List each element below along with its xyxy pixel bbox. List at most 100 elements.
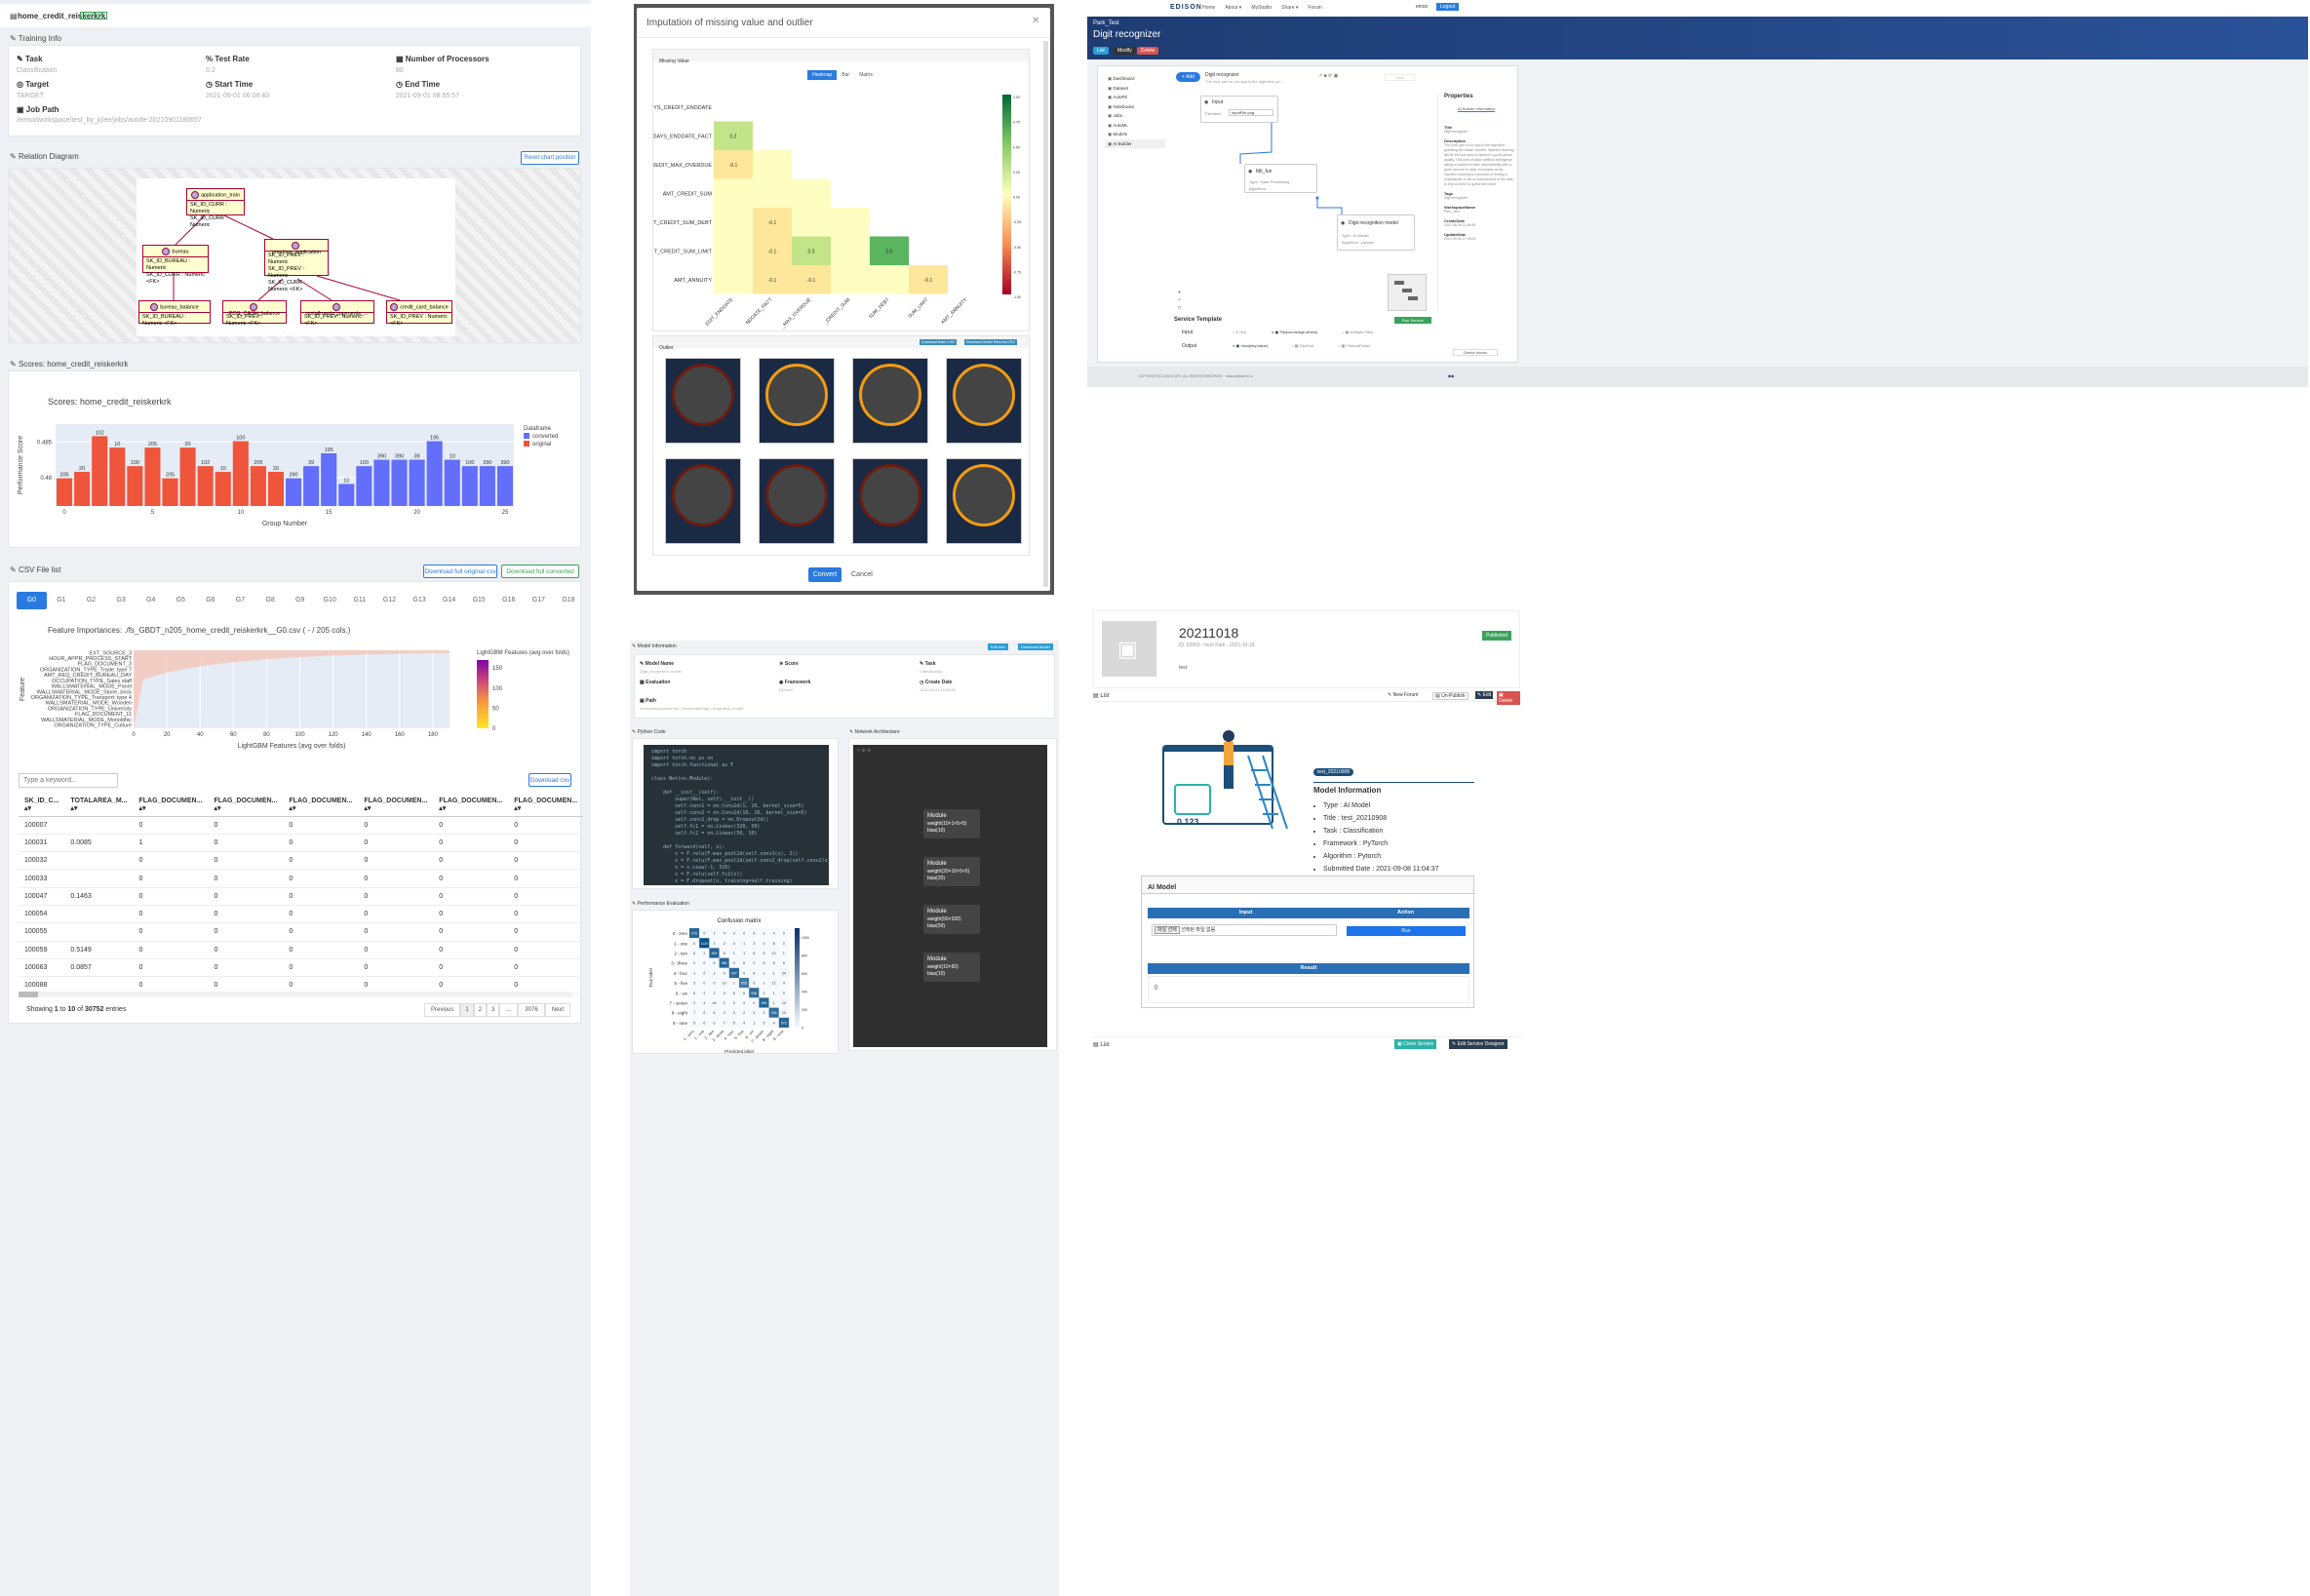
column-header[interactable]: FLAG_DOCUMEN... ▴▾ bbox=[208, 795, 284, 817]
column-header[interactable]: FLAG_DOCUMEN... ▴▾ bbox=[133, 795, 209, 817]
keyword-search-input[interactable] bbox=[19, 773, 118, 788]
outlier-thumbnail[interactable] bbox=[665, 458, 741, 544]
close-icon[interactable]: ✕ bbox=[1032, 16, 1040, 26]
page-item[interactable]: 1 bbox=[460, 1003, 474, 1017]
download-original-button[interactable]: Download full original csv bbox=[423, 564, 497, 578]
nav-item-home[interactable]: Home bbox=[1202, 5, 1216, 11]
column-header[interactable]: FLAG_DOCUMEN... ▴▾ bbox=[358, 795, 434, 817]
edit-service-designer-button[interactable]: ✎ Edit Service Designer bbox=[1449, 1039, 1507, 1049]
entity-previous-application[interactable]: previous_application SK_ID_PREV : Numeri… bbox=[264, 239, 329, 292]
download-converted-button[interactable]: Download full converted csv bbox=[501, 564, 579, 588]
table-row[interactable]: 100007 0 0 0 0 0 0 bbox=[19, 816, 584, 835]
table-row[interactable]: 100054 0 0 0 0 0 0 bbox=[19, 905, 584, 924]
nav-item-forum[interactable]: Forum bbox=[1308, 5, 1322, 11]
download-outlier-button[interactable]: Download Outlier Removal CSV bbox=[964, 339, 1017, 345]
footer-email[interactable]: edison@kisti.re.kr bbox=[1226, 374, 1253, 378]
outlier-thumbnail[interactable] bbox=[946, 358, 1022, 444]
column-header[interactable]: FLAG_DOCUMEN... ▴▾ bbox=[433, 795, 509, 817]
bar-tab[interactable]: Bar bbox=[842, 72, 850, 78]
list-link-bottom[interactable]: ▤ List bbox=[1093, 1042, 1110, 1048]
brand-logo[interactable]: EDISON bbox=[1170, 4, 1202, 11]
reset-chart-button[interactable]: Reset chart position bbox=[521, 151, 579, 165]
group-tab-g9[interactable]: G9 bbox=[294, 597, 305, 603]
zoom-icons[interactable]: □ ⊕ ⊖ bbox=[857, 748, 872, 754]
sidebar-item-automl[interactable]: ▣ AutoML bbox=[1105, 121, 1165, 131]
column-header[interactable]: TOTALAREA_M... ▴▾ bbox=[64, 795, 134, 817]
page-previous[interactable]: Previous bbox=[424, 1003, 461, 1017]
table-row[interactable]: 100063 0.0857 0 0 0 0 0 0 bbox=[19, 958, 584, 978]
page-item[interactable]: ... bbox=[499, 1003, 519, 1017]
matrix-tab[interactable]: Matrix bbox=[859, 72, 873, 78]
modify-button[interactable]: Modify bbox=[1114, 47, 1136, 55]
delete-button-5[interactable]: ▣ Delete bbox=[1497, 691, 1520, 705]
group-tab-g2[interactable]: G2 bbox=[86, 597, 97, 603]
column-header[interactable]: FLAG_DOCUMEN... ▴▾ bbox=[283, 795, 359, 817]
node-digit-recognition[interactable]: ◉ Digit recognition model Type : AI Mode… bbox=[1337, 214, 1415, 251]
output-json-option[interactable]: ● ▣ Json(key,value) bbox=[1233, 343, 1269, 348]
convert-button[interactable]: Convert bbox=[808, 567, 842, 582]
group-tab-g4[interactable]: G4 bbox=[146, 597, 156, 603]
column-header[interactable]: SK_ID_C... ▴▾ bbox=[19, 795, 65, 817]
new-forum-button[interactable]: ✎ New Forum bbox=[1388, 692, 1419, 698]
sidebar-item-notebooks[interactable]: ▣ Notebooks bbox=[1105, 102, 1165, 112]
entity-pos-cash-balance[interactable]: POS_CASH_balance SK_ID_PREV : Numeric <F… bbox=[222, 300, 287, 327]
toolbar-icons[interactable]: ↗ ■ ⟳ ▣ bbox=[1318, 73, 1339, 79]
sidebar-item-dataset[interactable]: ▣ Dataset bbox=[1105, 84, 1165, 94]
outlier-thumbnail[interactable] bbox=[759, 358, 835, 444]
sidebar-item-models[interactable]: ▣ Models bbox=[1105, 130, 1165, 139]
entity-credit-card-balance[interactable]: credit_card_balance SK_ID_PREV : Numeric… bbox=[386, 300, 452, 327]
sidebar-item-jobs[interactable]: ▣ Jobs bbox=[1105, 111, 1165, 121]
delete-blocks-button[interactable]: Delete blocks bbox=[1453, 349, 1499, 356]
edit-button[interactable]: ✎ Edit bbox=[1475, 691, 1494, 699]
output-folder-option[interactable]: ○ ▦ FileAndFolder bbox=[1338, 343, 1371, 348]
outlier-thumbnail[interactable] bbox=[665, 358, 741, 444]
network-module[interactable]: Module weight(10×50) bias(10) bbox=[923, 953, 980, 982]
entity-installments-payments[interactable]: installments_payments_... SK_ID_PREV : N… bbox=[300, 300, 374, 327]
page-item[interactable]: 3076 bbox=[518, 1003, 545, 1017]
unpublish-button[interactable]: ▤ Un-Publish bbox=[1432, 692, 1468, 700]
modal-scrollbar[interactable] bbox=[1043, 41, 1048, 587]
outlier-thumbnail[interactable] bbox=[946, 458, 1022, 544]
table-row[interactable]: 100033 0 0 0 0 0 0 bbox=[19, 869, 584, 888]
table-row[interactable]: 100055 0 0 0 0 0 0 bbox=[19, 922, 584, 942]
group-tab-g8[interactable]: G8 bbox=[265, 597, 275, 603]
download-model-button[interactable]: Download Model bbox=[1018, 643, 1053, 650]
sidebar-item-dashboard[interactable]: ▣ Dashboard bbox=[1105, 74, 1165, 84]
file-input[interactable]: 파일 선택 선택된 파일 없음 bbox=[1152, 924, 1337, 936]
properties-tab[interactable]: AI Builder Information bbox=[1458, 106, 1496, 112]
clone-service-button[interactable]: ▣ Clone Service bbox=[1394, 1039, 1437, 1049]
group-tab-g16[interactable]: G16 bbox=[502, 597, 516, 603]
input-text-option[interactable]: ○ A Text bbox=[1233, 330, 1247, 334]
table-row[interactable]: 100047 0.1463 0 0 0 0 0 0 bbox=[19, 887, 584, 906]
input-file-option[interactable]: ● ▣ File(csv,image,others) bbox=[1272, 330, 1318, 334]
cancel-button[interactable]: Cancel bbox=[851, 571, 873, 578]
save-button[interactable]: Save bbox=[1385, 74, 1416, 81]
table-row[interactable]: 100088 0 0 0 0 0 0 bbox=[19, 976, 584, 995]
group-tab-g0[interactable]: G0 bbox=[17, 592, 47, 609]
page-item[interactable]: 2 bbox=[473, 1003, 488, 1017]
add-button[interactable]: + Add bbox=[1176, 72, 1200, 82]
group-tab-g13[interactable]: G13 bbox=[412, 597, 426, 603]
entity-application-train[interactable]: application_train SK_ID_CURR : Numeric SK… bbox=[186, 188, 245, 228]
heatmap-tab[interactable]: Heatmap bbox=[807, 70, 838, 80]
group-tab-g14[interactable]: G14 bbox=[442, 597, 456, 603]
network-module[interactable]: Module weight(20×10×5×5) bias(20) bbox=[923, 857, 980, 886]
page-item[interactable]: 3 bbox=[487, 1003, 500, 1017]
group-tab-g6[interactable]: G6 bbox=[206, 597, 215, 603]
sidebar-item-autofe[interactable]: ▣ AutoFE bbox=[1105, 93, 1165, 102]
group-tab-g17[interactable]: G17 bbox=[531, 597, 545, 603]
group-tab-g7[interactable]: G7 bbox=[235, 597, 246, 603]
download-csv-button[interactable]: Download csv bbox=[529, 773, 571, 787]
choose-file-button[interactable]: 파일 선택 bbox=[1155, 926, 1180, 934]
table-row[interactable]: 100032 0 0 0 0 0 0 bbox=[19, 851, 584, 871]
nav-item-mystudio[interactable]: MyStudio bbox=[1251, 5, 1272, 11]
column-header[interactable]: FLAG_DOCUMEN... ▴▾ bbox=[508, 795, 584, 817]
entity-bureau-balance[interactable]: bureau_balance SK_ID_BUREAU : Numeric <F… bbox=[138, 300, 211, 327]
group-tab-g11[interactable]: G11 bbox=[353, 597, 367, 603]
run-service-button[interactable]: Run Service bbox=[1394, 317, 1431, 324]
zoom-controls[interactable]: + − □ bbox=[1178, 290, 1182, 311]
table-row[interactable]: 100059 0.5149 0 0 0 0 0 0 bbox=[19, 941, 584, 959]
list-link[interactable]: ▤ List bbox=[1093, 693, 1110, 699]
logout-button[interactable]: Logout bbox=[1436, 3, 1460, 11]
nav-item-about[interactable]: About ▾ bbox=[1225, 5, 1242, 11]
